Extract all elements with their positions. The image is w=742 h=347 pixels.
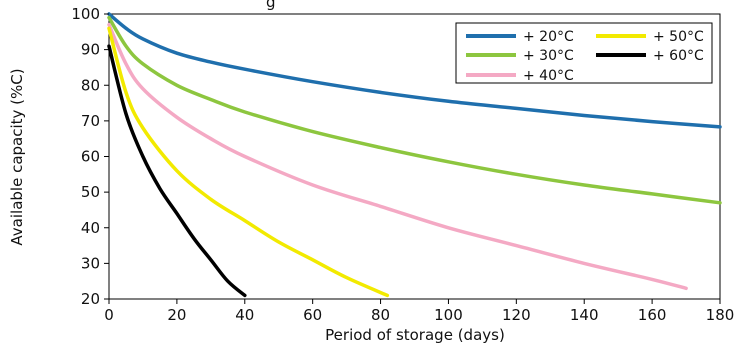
legend-label-4: + 50°C xyxy=(653,29,704,45)
y-tick-label: 70 xyxy=(81,112,100,130)
y-tick-label: 100 xyxy=(71,5,100,23)
series-line-1 xyxy=(107,12,722,129)
x-tick-label: 140 xyxy=(570,306,599,324)
y-tick-label: 80 xyxy=(81,76,100,94)
x-tick-label: 40 xyxy=(235,306,254,324)
legend-label-5: + 60°C xyxy=(653,48,704,64)
tick-layer: 0 20 40 60 80 100 120 140 160 1802030405060708090… xyxy=(71,5,734,324)
x-tick-label: 0 xyxy=(104,306,114,324)
chart-title-partial: g xyxy=(266,0,276,11)
y-tick-label: 40 xyxy=(81,219,100,237)
y-tick-label: 60 xyxy=(81,148,100,166)
x-tick-label: 100 xyxy=(434,306,463,324)
series-layer xyxy=(107,12,722,298)
x-tick-label: 180 xyxy=(706,306,735,324)
series-line-3 xyxy=(107,22,688,291)
y-tick-label: 90 xyxy=(81,41,100,59)
y-axis-title: Available capacity (%C) xyxy=(8,68,26,245)
x-tick-label: 120 xyxy=(502,306,531,324)
x-axis-title: Period of storage (days) xyxy=(325,326,505,344)
legend-label-2: + 30°C xyxy=(523,48,574,64)
x-tick-label: 60 xyxy=(303,306,322,324)
y-tick-label: 20 xyxy=(81,290,100,308)
series-line-4 xyxy=(107,26,390,298)
legend: + 20°C + 30°C + 40°C + 50°C + 60°C xyxy=(455,22,713,84)
x-tick-label: 80 xyxy=(371,306,390,324)
x-tick-label: 160 xyxy=(638,306,667,324)
legend-label-3: + 40°C xyxy=(523,68,574,84)
series-line-2 xyxy=(107,15,722,205)
y-tick-label: 50 xyxy=(81,183,100,201)
y-tick-label: 30 xyxy=(81,254,100,272)
series-line-5 xyxy=(107,44,247,298)
x-tick-label: 20 xyxy=(167,306,186,324)
legend-label-1: + 20°C xyxy=(523,29,574,45)
